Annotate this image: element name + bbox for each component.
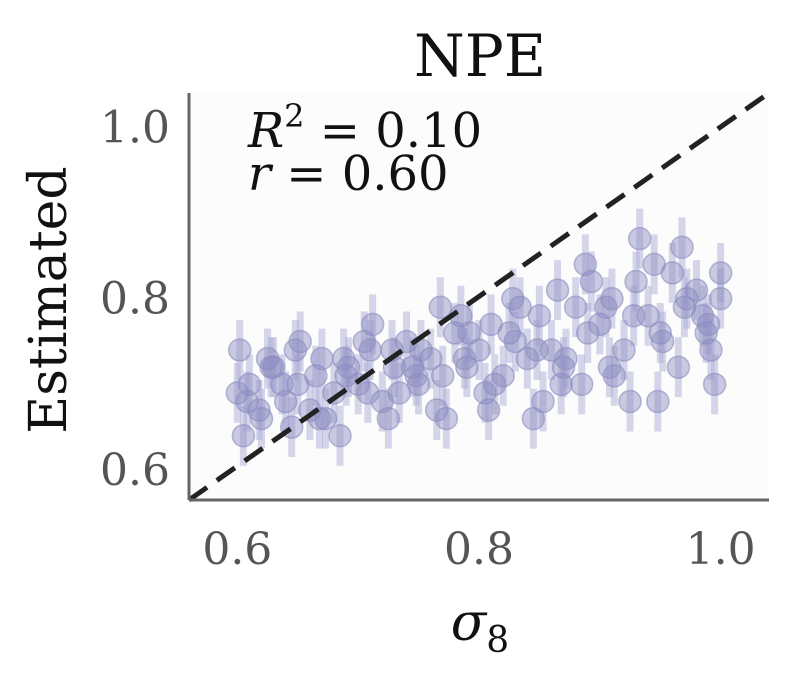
data-point <box>304 364 328 388</box>
data-point <box>694 321 718 345</box>
identity-reference-line <box>187 90 771 503</box>
pearson-r-symbol: r <box>248 146 274 202</box>
x-axis-label-subscript: 8 <box>486 620 509 661</box>
r-squared-superscript: 2 <box>284 97 304 135</box>
y-tick-label: 1.0 <box>100 102 170 153</box>
data-point <box>457 321 482 345</box>
pearson-r-annotation: r = 0.60 <box>248 146 449 202</box>
data-point <box>576 321 600 345</box>
y-tick-labels: 0.6 0.8 1.0 <box>100 102 170 496</box>
pearson-r-value: = 0.60 <box>271 146 449 202</box>
x-tick-label: 0.6 <box>202 524 272 575</box>
data-point <box>621 304 646 328</box>
data-point <box>283 338 308 362</box>
data-point <box>228 338 252 362</box>
data-point <box>501 286 525 311</box>
data-point <box>569 372 594 397</box>
data-point <box>675 286 699 311</box>
data-point <box>597 355 622 379</box>
data-point <box>331 346 356 371</box>
r-squared-symbol: R <box>247 103 284 159</box>
data-point <box>225 381 250 405</box>
data-point <box>328 423 352 448</box>
data-point <box>666 355 691 379</box>
data-point <box>259 355 283 379</box>
y-axis-label: Estimated <box>19 166 79 433</box>
data-point <box>702 372 727 397</box>
data-point <box>270 372 294 397</box>
data-point <box>313 406 338 431</box>
data-point <box>650 329 675 354</box>
data-point <box>387 381 411 405</box>
data-point <box>428 295 453 319</box>
chart-title: NPE <box>414 22 546 90</box>
data-point <box>708 286 733 311</box>
data-point <box>527 304 552 328</box>
y-tick-label: 0.8 <box>100 274 170 325</box>
data-point <box>545 278 570 302</box>
r-squared-annotation: R2 = 0.10 <box>247 97 482 159</box>
data-point <box>642 252 666 277</box>
data-point <box>237 372 262 397</box>
data-point <box>231 423 256 448</box>
data-point <box>434 406 459 431</box>
data-point <box>670 235 694 259</box>
x-tick-labels: 0.6 0.8 1.0 <box>202 524 755 575</box>
data-point <box>618 389 642 414</box>
data-point <box>360 312 385 337</box>
data-point <box>235 389 259 414</box>
data-point <box>612 338 636 362</box>
x-tick-label: 1.0 <box>686 524 756 575</box>
data-point <box>563 295 588 319</box>
data-point <box>531 389 555 414</box>
data-point <box>334 364 358 388</box>
data-point <box>455 355 479 379</box>
data-point <box>431 364 455 388</box>
data-point <box>549 372 573 397</box>
data-point <box>624 269 648 294</box>
data-point <box>627 226 652 251</box>
data-point <box>476 398 501 422</box>
data-point <box>482 372 507 397</box>
data-point <box>491 364 515 388</box>
data-point <box>497 321 521 345</box>
data-point <box>515 346 540 371</box>
data-point <box>708 261 733 285</box>
data-point <box>273 389 298 414</box>
data-point <box>424 398 449 422</box>
data-point <box>525 338 549 362</box>
data-point <box>404 364 428 388</box>
r-squared-value: = 0.10 <box>305 103 483 159</box>
data-point <box>690 304 715 328</box>
data-point <box>247 398 271 422</box>
y-tick-label: 0.6 <box>100 445 170 496</box>
data-point <box>376 406 401 431</box>
data-point <box>452 346 477 371</box>
data-point <box>573 252 598 277</box>
x-axis-label: σ8 <box>451 593 509 661</box>
data-point <box>551 355 576 379</box>
data-point <box>684 278 709 302</box>
data-point <box>646 389 670 414</box>
data-point <box>249 406 274 431</box>
data-point <box>473 381 497 405</box>
data-point <box>594 295 618 319</box>
data-point <box>356 381 380 405</box>
x-axis-label-symbol: σ <box>451 593 488 653</box>
data-point <box>648 321 672 345</box>
data-point <box>554 346 578 371</box>
x-tick-label: 0.8 <box>444 524 514 575</box>
